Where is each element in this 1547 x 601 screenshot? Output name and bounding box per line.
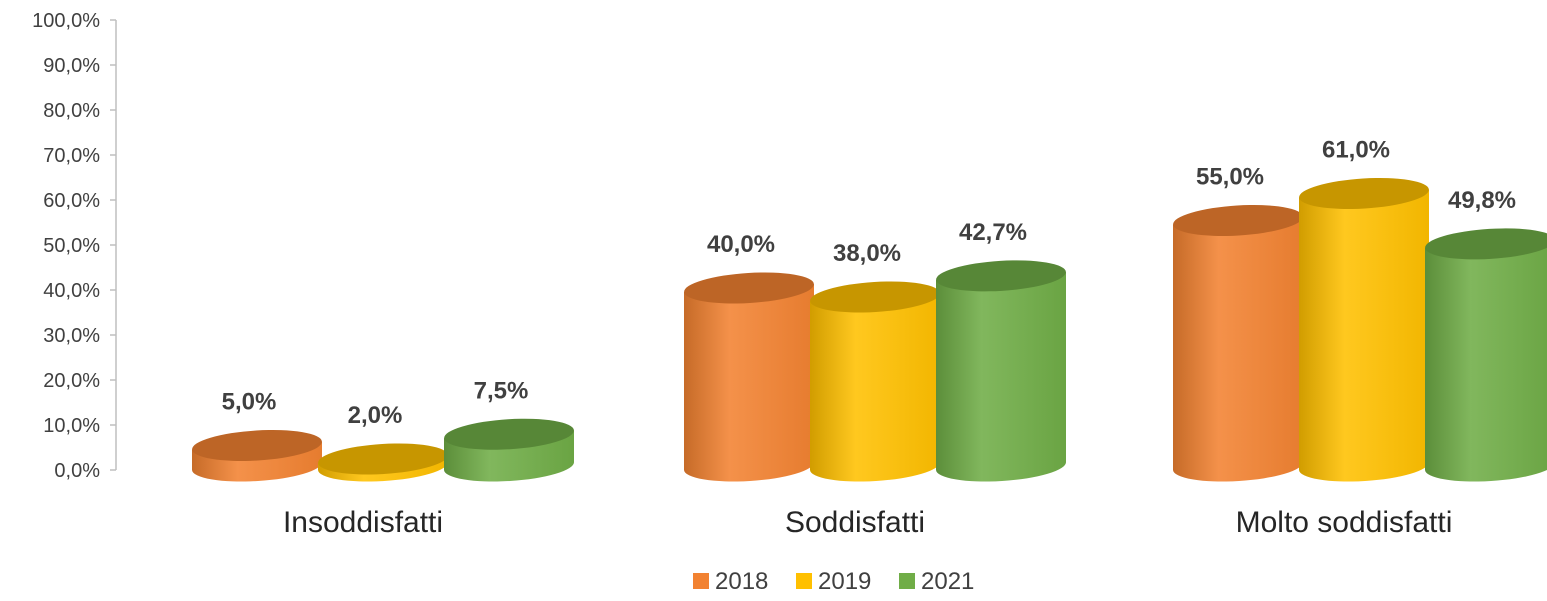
data-label: 55,0% — [1196, 164, 1264, 191]
data-label: 38,0% — [833, 240, 901, 267]
bar-top — [444, 418, 574, 450]
bar-2021-0 — [444, 418, 575, 482]
legend-item-2021: 2021 — [899, 568, 974, 595]
bar-2019-2 — [1299, 178, 1430, 482]
bar-body — [1173, 216, 1304, 482]
data-label: 49,8% — [1448, 187, 1516, 214]
y-tick-label: 20,0% — [43, 370, 100, 392]
bar-body — [1299, 189, 1430, 482]
bar-body — [936, 271, 1067, 482]
legend-item-2018: 2018 — [693, 568, 768, 595]
bar-2019-1 — [810, 281, 941, 482]
category-label: Insoddisfatti — [283, 506, 443, 539]
bar-2018-2 — [1173, 205, 1304, 482]
bar-body — [1425, 240, 1547, 482]
data-label: 2,0% — [348, 402, 403, 429]
legend-item-2019: 2019 — [796, 568, 871, 595]
bar-top — [318, 443, 448, 475]
legend-label: 2018 — [715, 568, 768, 595]
legend-label: 2021 — [921, 568, 974, 595]
category-label: Soddisfatti — [785, 506, 925, 539]
bar-2019-0 — [318, 443, 449, 482]
data-label: 5,0% — [222, 389, 277, 416]
data-labels: 5,0% 2,0% 7,5% 40,0% 38,0% 42,7% 55,0% 61,0% 49,… — [222, 137, 1516, 430]
y-tick-label: 40,0% — [43, 280, 100, 302]
bars — [192, 178, 1547, 482]
y-tick-label: 0,0% — [54, 460, 100, 482]
bar-top — [810, 281, 940, 313]
bar-body — [684, 284, 815, 482]
y-tick-label: 10,0% — [43, 415, 100, 437]
category-labels: Insoddisfatti Soddisfatti Molto soddisfatt… — [283, 506, 1452, 539]
bar-2018-0 — [192, 430, 323, 482]
y-tick-label: 50,0% — [43, 235, 100, 257]
data-label: 40,0% — [707, 231, 775, 258]
bar-top — [1173, 205, 1303, 236]
legend-swatch — [693, 573, 709, 589]
legend-swatch — [796, 573, 812, 589]
bar-top — [192, 430, 322, 461]
bar-top — [1299, 178, 1429, 209]
category-label: Molto soddisfatti — [1236, 506, 1453, 539]
bar-top — [1425, 228, 1547, 260]
legend-swatch — [899, 573, 915, 589]
data-label: 7,5% — [474, 377, 529, 404]
y-tick-label: 80,0% — [43, 100, 100, 122]
y-tick-label: 70,0% — [43, 145, 100, 167]
data-label: 42,7% — [959, 219, 1027, 246]
bar-2018-1 — [684, 272, 815, 482]
bar-2021-1 — [936, 260, 1067, 482]
bar-body — [810, 293, 941, 482]
y-tick-label: 60,0% — [43, 190, 100, 212]
bar-2021-2 — [1425, 228, 1547, 482]
bar-top — [936, 260, 1066, 292]
bar-top — [684, 272, 814, 304]
legend: 2018 2019 2021 — [693, 568, 974, 595]
y-axis: 0,0% 10,0% 20,0% 30,0% 40,0% 50,0% 60,0% 70,0% 8… — [32, 10, 117, 482]
y-tick-label: 90,0% — [43, 55, 100, 77]
y-tick-label: 100,0% — [32, 10, 100, 32]
y-tick-label: 30,0% — [43, 325, 100, 347]
legend-label: 2019 — [818, 568, 871, 595]
data-label: 61,0% — [1322, 137, 1390, 164]
